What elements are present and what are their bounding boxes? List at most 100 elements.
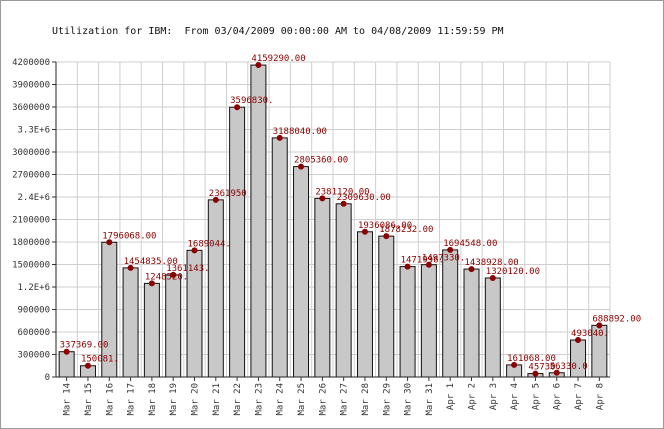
data-label: 1320120.00 xyxy=(486,267,540,277)
data-label: 1689044. xyxy=(188,239,231,249)
x-tick-label: Mar 28 xyxy=(361,383,371,416)
x-tick-label: Mar 23 xyxy=(254,383,264,416)
value-marker xyxy=(148,280,155,287)
data-label: 1878232.00 xyxy=(379,225,433,235)
data-label: 688892.00 xyxy=(592,314,641,324)
value-marker xyxy=(489,274,496,281)
x-tick-label: Mar 16 xyxy=(105,383,115,416)
bar xyxy=(314,197,331,378)
data-label: 45730. xyxy=(528,363,561,373)
y-tick-label: 0 xyxy=(45,373,50,383)
data-label: 2309630.00 xyxy=(337,193,391,203)
y-tick-label: 3000000 xyxy=(12,148,50,158)
data-label: 3188040.00 xyxy=(273,127,327,137)
value-marker xyxy=(63,348,70,355)
value-marker xyxy=(575,337,582,344)
data-label: 150081. xyxy=(81,355,119,365)
bar xyxy=(420,264,437,378)
x-tick-label: Mar 21 xyxy=(212,383,222,416)
data-label: 1936086.00 xyxy=(358,221,412,231)
bar xyxy=(229,106,246,378)
x-tick-label: Apr 4 xyxy=(510,383,520,410)
y-tick-label: 2700000 xyxy=(12,171,50,181)
value-marker xyxy=(532,370,539,377)
grid-lines xyxy=(55,61,611,378)
data-label: 1454835.00 xyxy=(124,257,178,267)
data-label: 1796068.00 xyxy=(102,231,156,241)
data-label: 493040. xyxy=(571,329,609,339)
bar xyxy=(250,64,267,378)
value-markers xyxy=(63,62,603,377)
bar xyxy=(271,137,288,378)
value-marker xyxy=(255,62,262,69)
bar xyxy=(143,282,160,378)
value-marker xyxy=(511,361,518,368)
x-tick-label: Mar 30 xyxy=(404,383,414,416)
x-tick-label: Mar 22 xyxy=(233,383,243,416)
x-tick-label: Apr 8 xyxy=(595,383,605,410)
data-label: 2361950 xyxy=(209,189,247,199)
x-tick-label: Mar 29 xyxy=(382,383,392,416)
y-tick-label: 300000 xyxy=(17,351,50,361)
bar xyxy=(293,166,310,378)
y-tick-label: 1.2E+6 xyxy=(17,283,50,293)
y-tick-label: 600000 xyxy=(17,328,50,338)
x-tick-label: Apr 6 xyxy=(553,383,563,410)
value-marker xyxy=(298,163,305,170)
data-label: 1361143. xyxy=(166,264,209,274)
x-tick-label: Mar 31 xyxy=(425,383,435,416)
y-tick-label: 3600000 xyxy=(12,103,50,113)
value-marker xyxy=(361,228,368,235)
x-tick-label: Apr 1 xyxy=(446,383,456,410)
value-marker xyxy=(276,134,283,141)
x-tick-label: Apr 2 xyxy=(468,383,478,410)
data-label: 337369.00 xyxy=(60,341,109,351)
chart-title: Utilization for IBM: From 03/04/2009 00:… xyxy=(52,26,504,37)
value-marker xyxy=(170,271,177,278)
x-tick-label: Mar 20 xyxy=(191,383,201,416)
data-label: 1497330. xyxy=(422,254,465,264)
data-label: 2805360.00 xyxy=(294,156,348,166)
x-tick-label: Apr 3 xyxy=(489,383,499,410)
y-tick-label: 3900000 xyxy=(12,81,50,91)
bar xyxy=(356,231,373,378)
bar xyxy=(399,266,416,378)
value-marker xyxy=(383,233,390,240)
y-tick-label: 2.4E+6 xyxy=(17,193,50,203)
x-tick-label: Mar 24 xyxy=(276,383,286,416)
value-marker xyxy=(191,247,198,254)
y-tick-label: 3.3E+6 xyxy=(17,126,50,136)
y-tick-label: 1800000 xyxy=(12,238,50,248)
x-axis-ticks: Mar 14 Mar 15 Mar 16 Mar 17 Mar 18 Mar 19 Mar … xyxy=(63,377,605,416)
value-marker xyxy=(319,195,326,202)
bars xyxy=(58,64,608,378)
x-tick-label: Mar 18 xyxy=(148,383,158,416)
data-label: 4159290.00 xyxy=(251,54,305,64)
value-marker xyxy=(106,239,113,246)
data-label: 161068.00 xyxy=(507,354,556,364)
data-label: 2381120.00 xyxy=(315,187,369,197)
x-tick-label: Mar 26 xyxy=(318,383,328,416)
y-tick-label: 900000 xyxy=(17,306,50,316)
y-tick-label: 2100000 xyxy=(12,216,50,226)
bar xyxy=(463,268,480,378)
bar xyxy=(378,235,395,378)
x-tick-label: Mar 25 xyxy=(297,383,307,416)
bar xyxy=(335,203,352,378)
value-marker xyxy=(468,266,475,273)
value-marker xyxy=(234,104,241,111)
bar xyxy=(442,249,459,378)
data-label: 3596830. xyxy=(230,96,273,106)
bar xyxy=(207,199,224,378)
data-label: 56330.0 xyxy=(550,362,588,372)
value-marker xyxy=(404,263,411,270)
value-marker xyxy=(340,200,347,207)
y-axis-ticks: 0 300000 600000 900000 1.2E+6 1500000 1800000 2… xyxy=(12,58,56,383)
value-marker xyxy=(84,362,91,369)
value-marker xyxy=(127,264,134,271)
value-marker xyxy=(447,246,454,253)
bar xyxy=(58,351,75,378)
bar xyxy=(165,274,182,378)
data-label: 1438928.00 xyxy=(465,258,519,268)
